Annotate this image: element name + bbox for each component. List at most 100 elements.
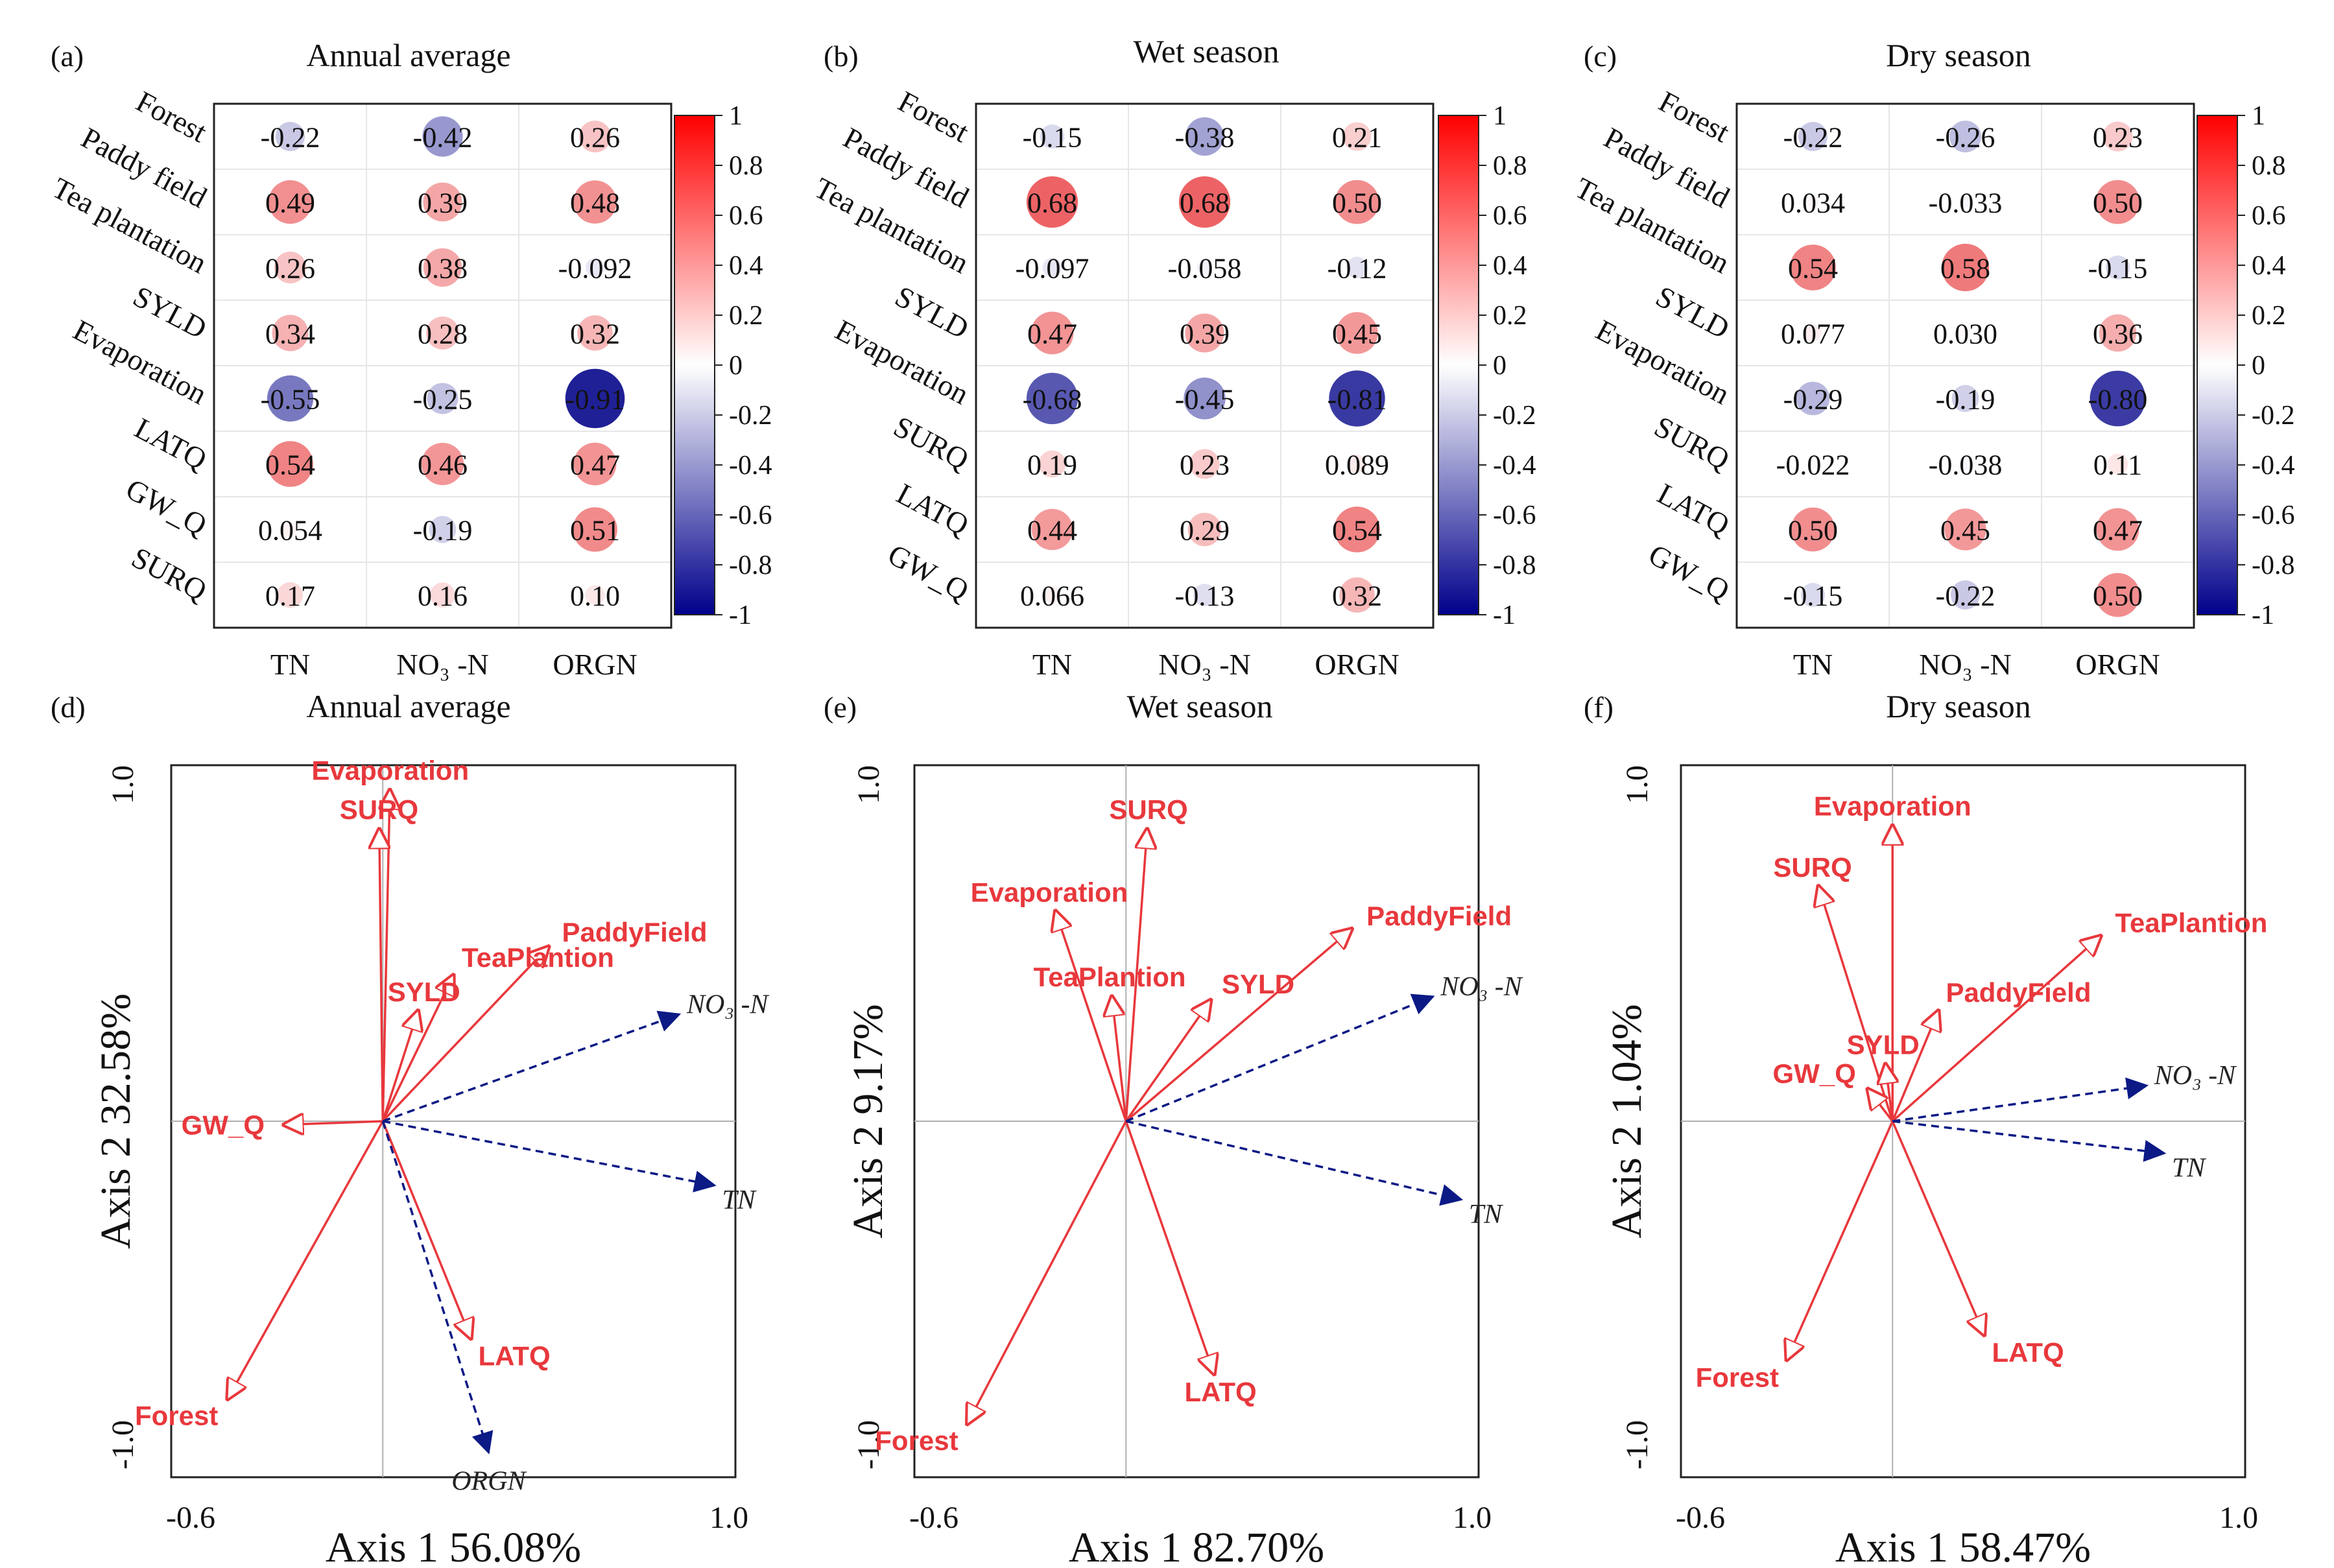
corr-circle — [1040, 124, 1065, 149]
corr-value: -0.033 — [1929, 187, 2003, 219]
panel-tag: (f) — [1584, 691, 1614, 724]
corr-circle — [2096, 508, 2139, 551]
colorbar-tick-label: -0.2 — [729, 401, 772, 431]
corr-circle — [1193, 584, 1216, 606]
env-arrow — [381, 1121, 471, 1338]
row-label: GW_Q — [1643, 538, 1735, 607]
colorbar-tick-label: 0.2 — [729, 301, 763, 331]
corr-value: 0.47 — [1027, 318, 1077, 350]
panel-tag: (d) — [51, 691, 86, 724]
corr-value: 0.68 — [1180, 187, 1230, 219]
env-label: Forest — [135, 1400, 218, 1431]
env-label: GW_Q — [1773, 1058, 1856, 1089]
corr-circle — [585, 257, 605, 278]
corr-circle — [429, 516, 457, 543]
colorbar-tick-label: 0.8 — [2252, 151, 2286, 181]
column-label: NO₃ -N — [1919, 648, 2012, 681]
corr-value: 0.21 — [1332, 122, 1382, 154]
env-label: SURQ — [340, 794, 418, 825]
panel-tag: (b) — [824, 40, 859, 73]
y-tick-label: -1.0 — [1620, 1420, 1654, 1469]
env-arrow — [1125, 1000, 1211, 1123]
corr-circle — [1184, 377, 1226, 420]
corr-value: 0.39 — [1180, 318, 1230, 350]
biplot-panel-1: (d) Annual average -0.6 1.0 1.0 -1.0 Axis 1 56… — [51, 688, 769, 1568]
corr-circle — [2105, 255, 2130, 280]
colorbar-tick-label: 0.6 — [729, 201, 763, 231]
env-label: LATQ — [478, 1341, 550, 1372]
env-arrow — [1787, 1121, 1894, 1360]
corr-value: 0.47 — [570, 449, 620, 481]
column-label: TN — [270, 648, 310, 681]
corr-value: -0.058 — [1168, 253, 1242, 285]
corr-circle — [573, 180, 617, 224]
colorbar-tick-label: 0 — [1493, 351, 1506, 381]
colorbar-tick-label: 1 — [2252, 101, 2265, 131]
colorbar — [2197, 115, 2238, 615]
row-label: SYLD — [1650, 279, 1735, 345]
corr-value: 0.39 — [418, 187, 468, 219]
corr-circle — [1031, 508, 1073, 551]
corr-value: 0.23 — [2093, 122, 2143, 154]
env-label: TeaPlantion — [462, 942, 614, 973]
env-label: Evaporation — [971, 877, 1128, 908]
corr-circle — [1178, 176, 1231, 228]
x-tick-label: 1.0 — [709, 1501, 748, 1535]
x-axis-title: Axis 1 56.08% — [326, 1524, 581, 1568]
corr-circle — [2107, 453, 2128, 475]
corr-value: -0.15 — [2088, 253, 2148, 285]
corr-circle — [565, 368, 625, 429]
corr-value: -0.038 — [1929, 449, 2003, 481]
row-label: LATQ — [1652, 477, 1735, 541]
x-tick-label: -0.6 — [166, 1501, 215, 1535]
env-label: GW_Q — [182, 1110, 265, 1141]
corr-circle — [1798, 122, 1828, 151]
biplot-panel-2: (e) Wet season -0.6 1.0 1.0 -1.0 Axis 1 82.70%… — [824, 688, 1523, 1568]
corr-value: 0.26 — [265, 253, 315, 285]
corr-panel-2: (b) Wet season-0.15 -0.38 0.210.68 0.68 0.50-… — [809, 33, 1536, 681]
corr-value: -0.80 — [2088, 384, 2148, 416]
corr-panel-1: (a) Annual average -0.22 -0.42 0.26 0.49 0.39 0… — [47, 37, 772, 681]
env-label: LATQ — [1992, 1337, 2064, 1368]
row-label: SYLD — [890, 279, 974, 345]
row-label: Forest — [1654, 84, 1735, 148]
corr-value: 0.10 — [570, 580, 620, 612]
y-tick-label: -1.0 — [851, 1420, 886, 1469]
corr-circle — [1187, 512, 1222, 547]
corr-value: 0.45 — [1332, 318, 1382, 350]
colorbar-tick-label: 0.8 — [1493, 151, 1527, 181]
colorbar-tick-label: 0 — [2252, 351, 2265, 381]
corr-circle — [1800, 582, 1826, 608]
row-label: GW_Q — [883, 538, 974, 607]
row-label: Forest — [131, 84, 213, 148]
corr-value: -0.26 — [1936, 122, 1995, 154]
corr-value: -0.13 — [1175, 580, 1235, 612]
colorbar-tick-label: -0.8 — [729, 551, 772, 580]
corr-circle — [1951, 580, 1980, 610]
corr-value: 0.58 — [1940, 253, 1990, 285]
corr-border — [213, 102, 673, 629]
corr-circle — [1189, 449, 1220, 479]
corr-circle — [274, 252, 306, 283]
env-label: PaddyField — [1366, 901, 1512, 931]
env-label: SURQ — [1109, 794, 1187, 825]
corr-circle — [1335, 180, 1379, 224]
env-arrow — [1112, 997, 1127, 1122]
corr-value: -0.55 — [261, 384, 320, 416]
corr-circle — [577, 315, 613, 351]
corr-value: 0.29 — [1180, 515, 1230, 547]
env-arrow — [381, 1011, 418, 1122]
corr-value: 0.46 — [418, 449, 468, 481]
corr-value: -0.29 — [1783, 384, 1843, 416]
corr-circle — [1959, 196, 1971, 208]
corr-circle — [1804, 324, 1822, 342]
colorbar-tick-label: 0.6 — [1493, 201, 1527, 231]
panel-title: Dry season — [1886, 688, 2031, 724]
species-arrow — [1892, 1077, 2149, 1123]
colorbar-tick-label: -0.4 — [729, 451, 772, 481]
env-label: Evaporation — [311, 755, 469, 785]
corr-circle — [1346, 256, 1368, 279]
colorbar-tick-label: -1 — [729, 600, 752, 630]
corr-circle — [2095, 180, 2140, 224]
env-label: TeaPlantion — [1034, 962, 1186, 992]
